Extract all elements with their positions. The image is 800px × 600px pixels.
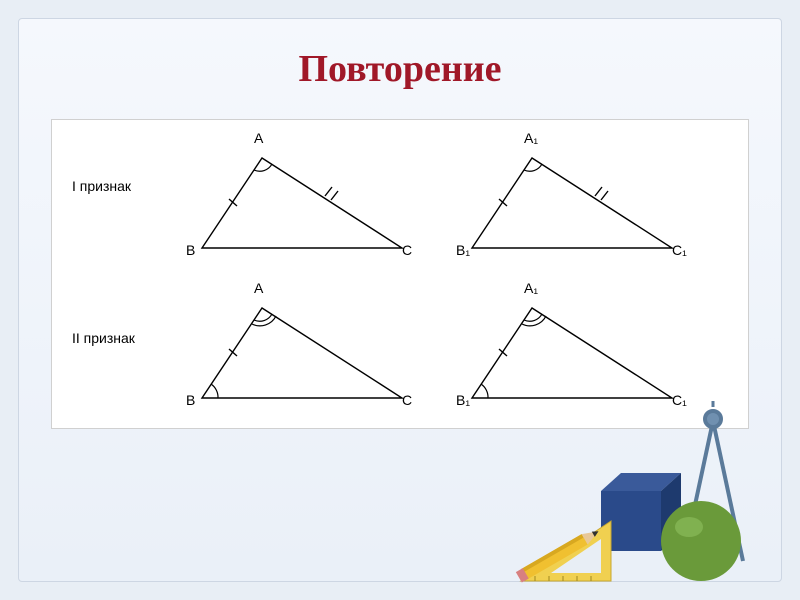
label-r2t2-B: B₁ — [456, 392, 470, 408]
label-r1t1-C: C — [402, 242, 412, 258]
label-r1t1-A: A — [254, 130, 263, 146]
label-r1t2-A: A₁ — [524, 130, 538, 146]
triangle-r1-t2 — [452, 138, 682, 258]
row1-label: I признак — [72, 178, 131, 194]
decorative-tools-icon — [491, 401, 771, 591]
slide-frame: Повторение I признак II признак A B C A₁… — [18, 18, 782, 582]
triangle-r2-t2 — [452, 288, 682, 408]
triangle-r1-t1 — [182, 138, 412, 258]
page-title: Повторение — [19, 19, 781, 109]
row2-label: II признак — [72, 330, 135, 346]
label-r1t1-B: B — [186, 242, 195, 258]
label-r1t2-B: B₁ — [456, 242, 470, 258]
label-r1t2-C: C₁ — [672, 242, 687, 258]
triangle-r2-t1 — [182, 288, 412, 408]
label-r2t1-A: A — [254, 280, 263, 296]
label-r2t1-B: B — [186, 392, 195, 408]
diagram-container: I признак II признак A B C A₁ B₁ C₁ — [51, 119, 749, 429]
label-r2t2-A: A₁ — [524, 280, 538, 296]
label-r2t1-C: C — [402, 392, 412, 408]
